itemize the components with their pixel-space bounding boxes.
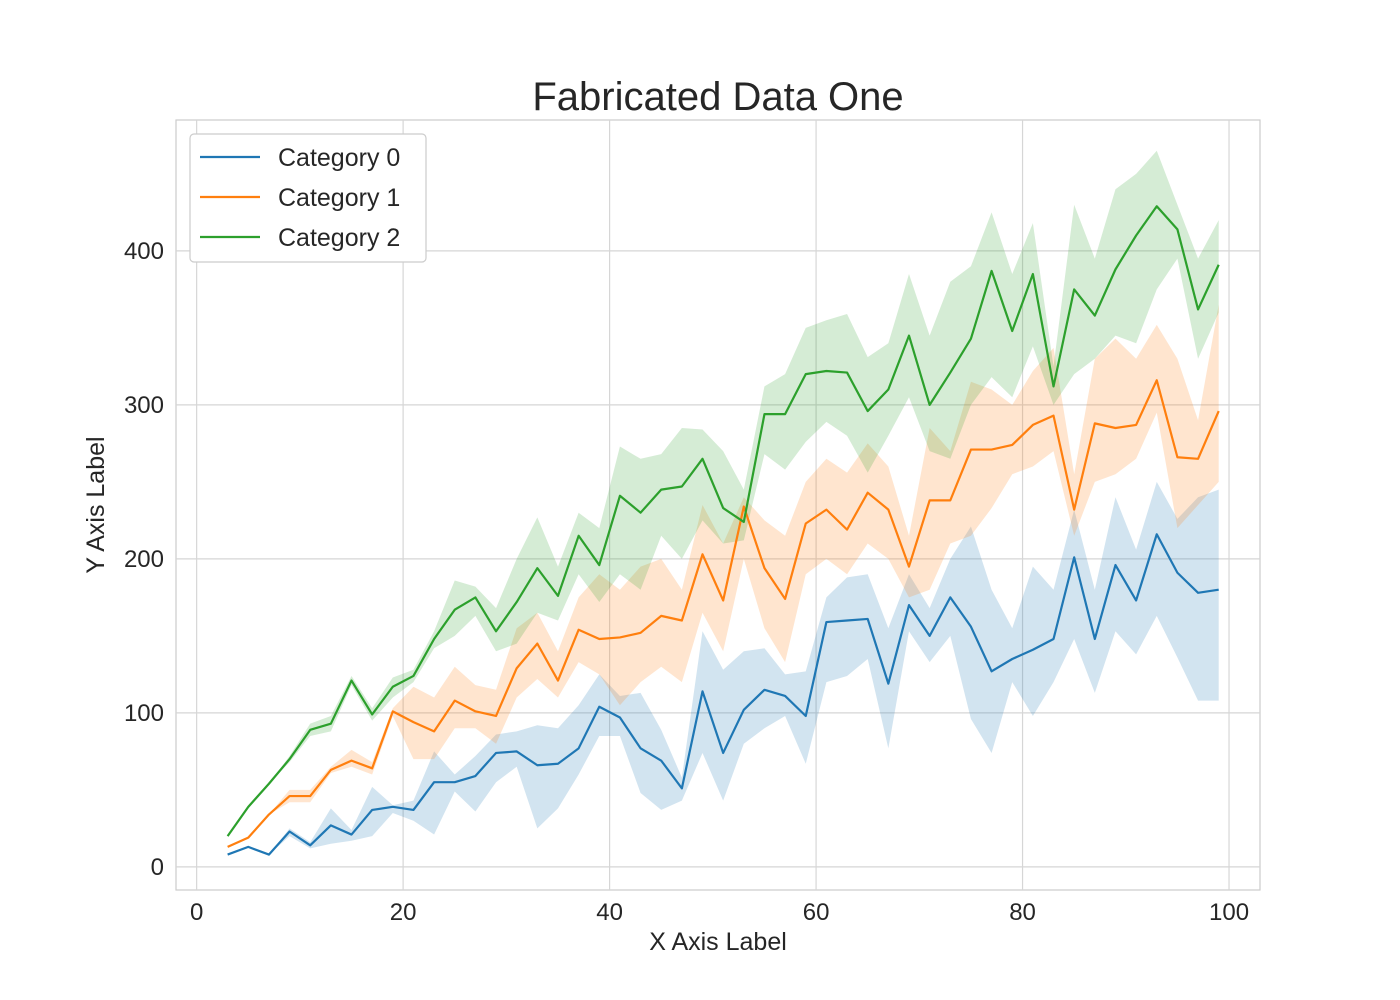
legend-label-0: Category 0: [278, 144, 400, 172]
series-lines: [226, 205, 1220, 856]
x-tick-label: 40: [596, 899, 623, 926]
y-tick-label: 200: [124, 546, 164, 573]
line-series-0: [227, 533, 1219, 856]
y-axis-label: Y Axis Label: [82, 436, 110, 573]
x-tick-label: 80: [1009, 899, 1036, 926]
legend-label-2: Category 2: [278, 224, 400, 252]
line-series-1: [227, 379, 1220, 848]
confidence-band-series-2: [227, 150, 1219, 837]
x-axis-ticks: 0 20 40 60 80 100: [190, 899, 1249, 926]
legend: Category 0 Category 1 Category 2: [189, 133, 427, 263]
y-tick-label: 100: [124, 700, 164, 727]
y-axis-ticks: 0 100 200 300 400: [124, 238, 164, 881]
chart-title: Fabricated Data One: [532, 75, 903, 119]
x-tick-label: 0: [190, 899, 203, 926]
legend-frame: [189, 133, 427, 263]
y-tick-label: 0: [151, 854, 164, 881]
x-axis-label: X Axis Label: [649, 928, 787, 956]
y-tick-label: 400: [124, 238, 164, 265]
x-tick-label: 100: [1209, 899, 1249, 926]
line-series-2: [226, 205, 1220, 837]
x-tick-label: 60: [803, 899, 830, 926]
legend-label-1: Category 1: [278, 184, 400, 212]
confidence-band-series-0: [227, 481, 1219, 855]
y-tick-label: 300: [124, 392, 164, 419]
x-tick-label: 20: [390, 899, 417, 926]
